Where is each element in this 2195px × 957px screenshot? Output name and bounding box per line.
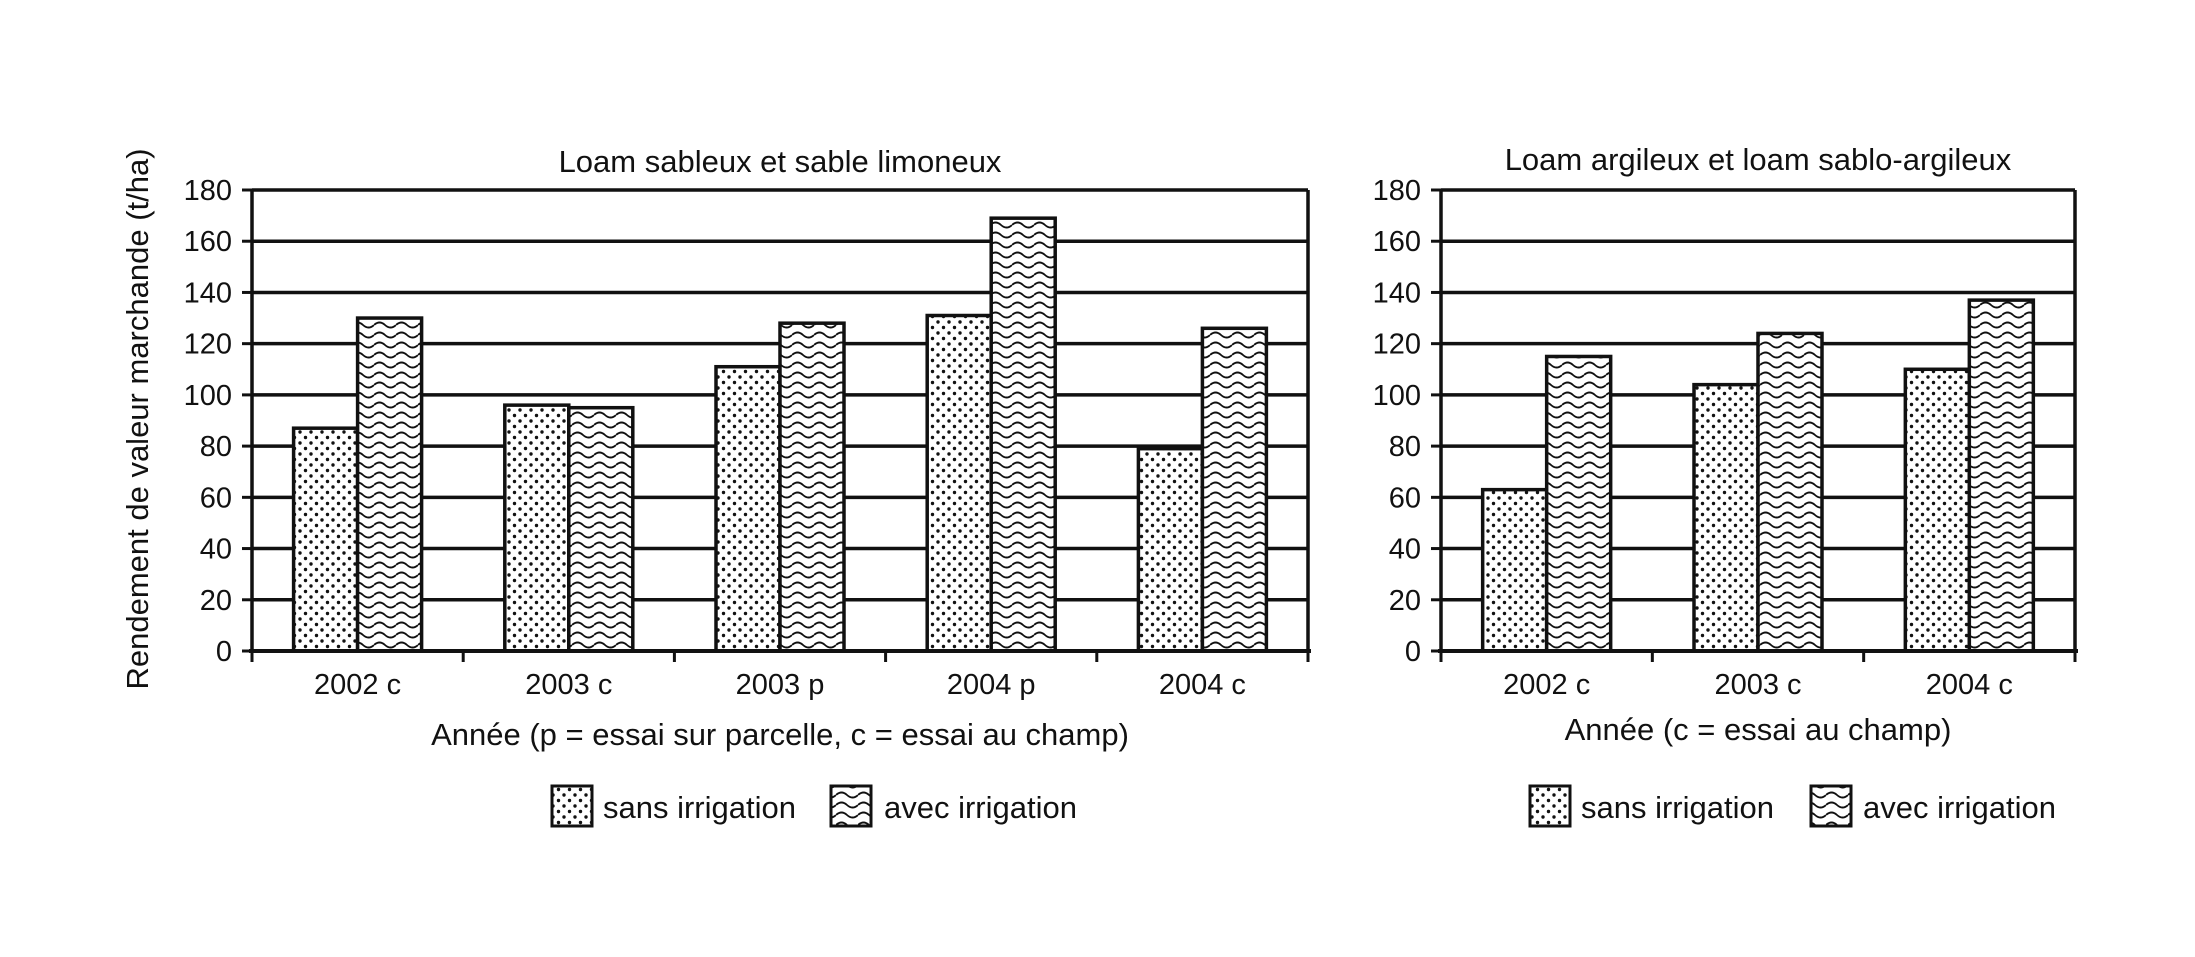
bar xyxy=(1692,382,1760,653)
y-axis-label: Rendement de valeur marchande (t/ha) xyxy=(120,148,155,689)
legend-swatch xyxy=(1528,784,1572,828)
bar xyxy=(567,405,635,653)
chart-panel: Loam sableux et sable limoneux 0 20 40 60 80 1… xyxy=(184,144,1311,828)
y-tick-label: 120 xyxy=(1373,329,1421,361)
y-tick-label: 120 xyxy=(184,329,232,361)
legend: sans irrigation avec irrigation xyxy=(1528,784,2056,828)
x-tick-label: 2004 c xyxy=(1159,669,1246,701)
y-tick-label: 80 xyxy=(200,431,232,463)
legend-swatch xyxy=(829,784,873,828)
y-tick-label: 80 xyxy=(1389,431,1421,463)
x-tick-label: 2004 p xyxy=(947,669,1036,701)
y-tick-label: 40 xyxy=(1389,534,1421,566)
x-tick-label: 2002 c xyxy=(314,669,401,701)
bar xyxy=(1903,367,1972,653)
legend: sans irrigation avec irrigation xyxy=(550,784,1077,828)
legend-label: sans irrigation xyxy=(1581,790,1774,825)
bar xyxy=(714,364,782,653)
bar xyxy=(1200,326,1269,653)
legend-swatch xyxy=(550,784,594,828)
y-tick-label: 160 xyxy=(1373,226,1421,258)
legend-swatch xyxy=(1809,784,1853,828)
bar xyxy=(503,403,571,653)
y-tick-label: 60 xyxy=(1389,482,1421,514)
bar xyxy=(1136,446,1205,653)
y-tick-label: 40 xyxy=(200,534,232,566)
bar xyxy=(778,321,846,653)
bar xyxy=(355,316,424,653)
x-tick-label: 2003 c xyxy=(1714,669,1801,701)
legend-label: sans irrigation xyxy=(603,790,796,825)
x-tick-label: 2003 c xyxy=(525,669,612,701)
bar xyxy=(1544,354,1613,653)
bar xyxy=(1756,331,1824,653)
x-tick-label: 2004 c xyxy=(1926,669,2013,701)
bar xyxy=(989,216,1057,653)
chart-title: Loam sableux et sable limoneux xyxy=(559,144,1002,179)
y-tick-label: 160 xyxy=(184,226,232,258)
y-tick-label: 140 xyxy=(184,277,232,309)
bar xyxy=(1480,487,1549,653)
y-tick-label: 0 xyxy=(216,636,232,668)
legend-label: avec irrigation xyxy=(884,790,1077,825)
y-tick-label: 140 xyxy=(1373,277,1421,309)
chart-panel: Loam argileux et loam sablo-argileux 0 20 4… xyxy=(1373,142,2078,828)
y-tick-label: 0 xyxy=(1405,636,1421,668)
x-axis-label: Année (c = essai au champ) xyxy=(1565,712,1952,747)
bar xyxy=(1967,298,2036,653)
y-tick-label: 180 xyxy=(184,175,232,207)
legend-label: avec irrigation xyxy=(1863,790,2056,825)
x-axis-label: Année (p = essai sur parcelle, c = essai… xyxy=(431,717,1129,752)
bar xyxy=(291,426,360,653)
x-tick-label: 2002 c xyxy=(1503,669,1590,701)
x-tick-label: 2003 p xyxy=(736,669,825,701)
y-tick-label: 20 xyxy=(1389,585,1421,617)
y-tick-label: 180 xyxy=(1373,175,1421,207)
y-tick-label: 100 xyxy=(184,380,232,412)
y-tick-label: 100 xyxy=(1373,380,1421,412)
chart-title: Loam argileux et loam sablo-argileux xyxy=(1505,142,2012,177)
y-tick-label: 20 xyxy=(200,585,232,617)
bar xyxy=(925,313,993,653)
y-tick-label: 60 xyxy=(200,482,232,514)
